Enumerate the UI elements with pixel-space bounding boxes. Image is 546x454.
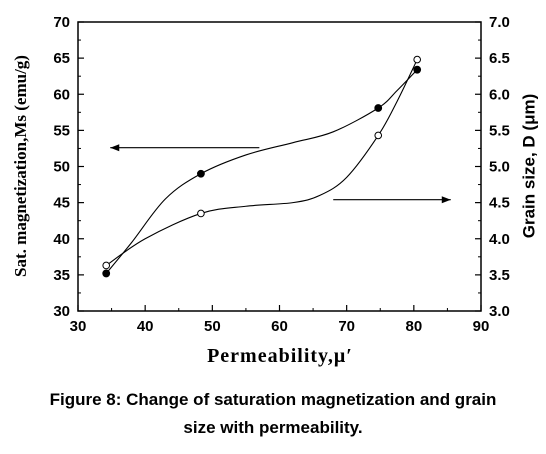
series-1-point [197, 169, 205, 178]
series-1-point [413, 65, 422, 74]
y2-tick-label: 4.5 [489, 195, 510, 212]
y2-tick-label: 4.0 [489, 231, 510, 248]
series-2-point [413, 55, 421, 64]
caption-line-2: size with permeability. [183, 418, 363, 437]
series-2-point [374, 131, 383, 140]
x-tick-label: 70 [338, 318, 355, 335]
y-tick-label: 65 [53, 50, 70, 67]
y-tick-label: 50 [53, 159, 70, 176]
arrow-left-head [110, 144, 120, 152]
x-tick-label: 30 [70, 318, 87, 335]
arrow-right-head [441, 196, 451, 204]
y-tick-label: 55 [53, 122, 70, 139]
y2-axis-label: Grain size, D (μm) [519, 94, 538, 239]
y2-tick-label: 5.0 [489, 159, 510, 176]
y2-tick-label: 3.5 [489, 267, 510, 284]
x-tick-label: 60 [271, 318, 288, 335]
marker-layer [102, 55, 422, 278]
tick-layer: 30 40 50 60 70 80 90 30 35 40 45 50 55 60 65 70 3.0 3.5 4.… [53, 14, 510, 335]
x-tick-label: 50 [204, 318, 221, 335]
x-tick-label: 80 [405, 318, 422, 335]
x-tick-label: 90 [473, 318, 490, 335]
series-2-curve [105, 59, 418, 266]
series-1-curve [105, 69, 418, 274]
y2-tick-label: 6.0 [489, 86, 510, 103]
y-tick-label: 35 [53, 267, 70, 284]
y-axis-label: Sat. magnetization,Ms (emu/g) [11, 55, 30, 277]
y2-tick-label: 5.5 [489, 122, 510, 139]
y-tick-label: 40 [53, 231, 70, 248]
caption-line-1: Figure 8: Change of saturation magnetiza… [49, 390, 497, 409]
curve-layer [105, 59, 418, 274]
y2-tick-label: 3.0 [489, 303, 510, 320]
plot-frame [77, 21, 482, 312]
x-tick-label: 40 [137, 318, 154, 335]
arrow-layer [110, 144, 451, 204]
y2-tick-label: 6.5 [489, 50, 510, 67]
y-tick-label: 60 [53, 86, 70, 103]
y2-tick-label: 7.0 [489, 14, 510, 31]
series-1-point [102, 269, 111, 278]
series-2-point [102, 261, 111, 270]
x-axis-label: Permeability,μ′ [207, 345, 353, 367]
series-1-point [374, 104, 383, 112]
y-tick-label: 70 [53, 14, 70, 31]
y-tick-label: 45 [53, 195, 70, 212]
y-tick-label: 30 [53, 303, 70, 320]
figure-caption: Figure 8: Change of saturation magnetiza… [0, 386, 546, 442]
chart: 30 40 50 60 70 80 90 30 35 40 45 50 55 60 65 70 3.0 3.5 4.… [11, 14, 539, 367]
series-2-point [197, 209, 205, 218]
